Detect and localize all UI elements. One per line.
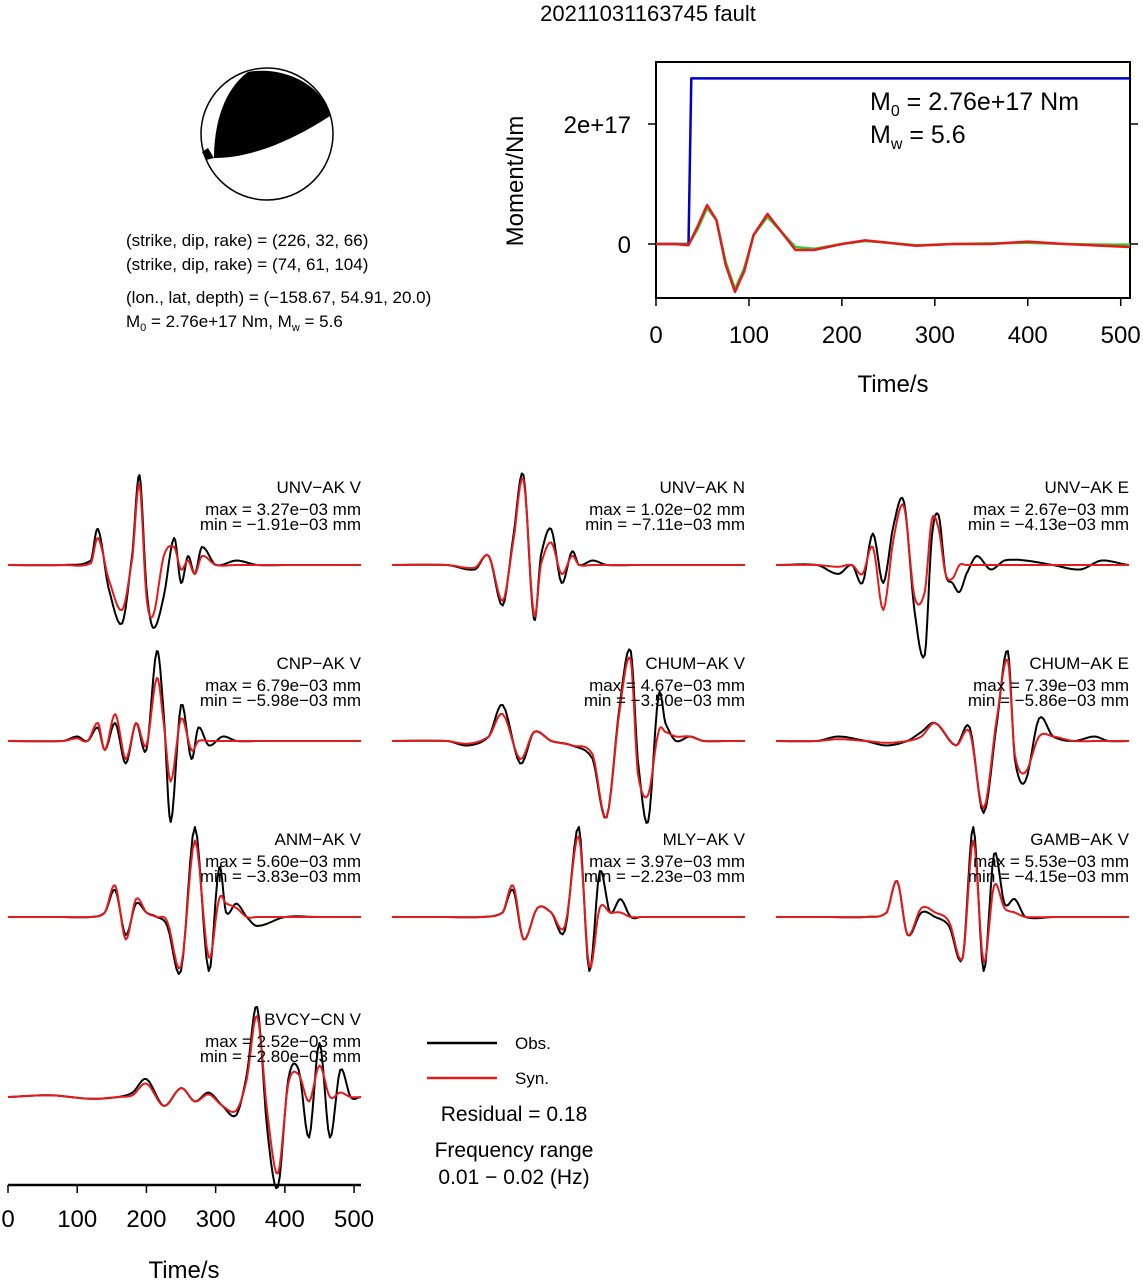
station-min: min = −3.50e−03 mm [584,691,745,710]
legend-obs-label: Obs. [515,1034,551,1053]
waveform-xtick-label: 100 [57,1206,97,1233]
moment-xtick-label: 200 [822,322,862,349]
station-min: min = −1.91e−03 mm [200,515,361,534]
station-label: UNV−AK V [276,478,361,497]
station-max: max = 3.27e−03 mm [205,500,361,519]
station-min: min = −2.23e−03 mm [584,867,745,886]
moment-annotation-m0: M0 = 2.76e+17 Nm [870,88,1079,120]
moment-series-2 [656,203,1131,294]
syn-trace [8,677,361,783]
legend: Obs. Syn. [427,1034,551,1088]
waveform-xlabel: Time/s [148,1257,219,1281]
station-max: max = 2.67e−03 mm [973,500,1129,519]
syn-trace [392,477,745,618]
moment-series-1 [656,206,1130,291]
syn-trace [8,483,361,619]
obs-trace [775,496,1130,659]
station-min: min = −4.15e−03 mm [968,867,1129,886]
waveform-xtick-label: 500 [334,1206,374,1233]
beachball [200,67,334,201]
legend-syn-label: Syn. [515,1069,549,1088]
station-label: BVCY−CN V [264,1010,361,1029]
syn-trace [7,1015,362,1175]
station-label: UNV−AK E [1044,478,1129,497]
syn-trace [392,656,745,819]
event-location: (lon., lat, depth) = (−158.67, 54.91, 20… [126,288,431,307]
station-min: min = −7.11e−03 mm [585,515,745,534]
moment-xlabel: Time/s [857,371,928,398]
moment-xtick-label: 500 [1101,322,1141,349]
station-min: min = −5.98e−03 mm [200,691,361,710]
station-min: min = −2.80e−03 mm [200,1047,361,1066]
moment-xtick-label: 0 [649,322,662,349]
station-max: max = 2.52e−03 mm [205,1032,361,1051]
nodal-plane-1: (strike, dip, rake) = (226, 32, 66) [126,231,368,250]
moment-xtick-label: 100 [729,322,769,349]
obs-trace [8,826,361,975]
syn-trace [776,503,1129,611]
station-label: CHUM−AK E [1029,654,1129,673]
station-label: ANM−AK V [275,830,362,849]
station-label: CHUM−AK V [645,654,745,673]
frequency-range: 0.01 − 0.02 (Hz) [438,1166,589,1189]
station-max: max = 6.79e−03 mm [205,676,361,695]
syn-trace [8,839,361,970]
station-label: UNV−AK N [660,478,746,497]
waveform-xtick-label: 0 [1,1206,14,1233]
frequency-label: Frequency range [435,1139,594,1162]
station-min: min = −5.86e−03 mm [968,691,1129,710]
station-max: max = 5.53e−03 mm [973,852,1129,871]
residual-label: Residual = 0.18 [441,1103,588,1126]
waveform-xtick-label: 300 [196,1206,236,1233]
station-label: GAMB−AK V [1030,830,1129,849]
moment-annotation-mw: Mw = 5.6 [870,121,966,153]
moment-ytick-label: 0 [618,232,631,259]
event-moment: M0 = 2.76e+17 Nm, Mw = 5.6 [126,312,343,334]
nodal-plane-2: (strike, dip, rake) = (74, 61, 104) [126,255,368,274]
moment-axes: 0 100 200 300 400 500 0 2e+17 [564,112,1141,349]
moment-series-group [656,77,1131,294]
station-max: max = 4.67e−03 mm [589,676,745,695]
station-max: max = 5.60e−03 mm [205,852,361,871]
station-label: CNP−AK V [276,654,361,673]
syn-trace [776,658,1129,810]
station-label: MLY−AK V [663,830,746,849]
moment-xtick-label: 300 [915,322,955,349]
waveform-xtick-label: 200 [126,1206,166,1233]
moment-ytick-label: 2e+17 [564,112,631,139]
station-max: max = 1.02e−02 mm [589,500,745,519]
moment-ylabel: Moment/Nm [502,116,529,247]
station-min: min = −3.83e−03 mm [200,867,361,886]
syn-trace [392,835,745,968]
obs-trace [7,474,361,629]
syn-trace [776,839,1129,963]
station-max: max = 7.39e−03 mm [973,676,1129,695]
moment-xtick-label: 400 [1008,322,1048,349]
waveform-time-axis: 0 100 200 300 400 500 [1,1183,374,1233]
moment-chart-frame [655,61,1131,299]
station-min: min = −4.13e−03 mm [968,515,1129,534]
waveform-xtick-label: 400 [265,1206,305,1233]
station-max: max = 3.97e−03 mm [589,852,745,871]
figure-title: 20211031163745 fault [540,1,756,26]
